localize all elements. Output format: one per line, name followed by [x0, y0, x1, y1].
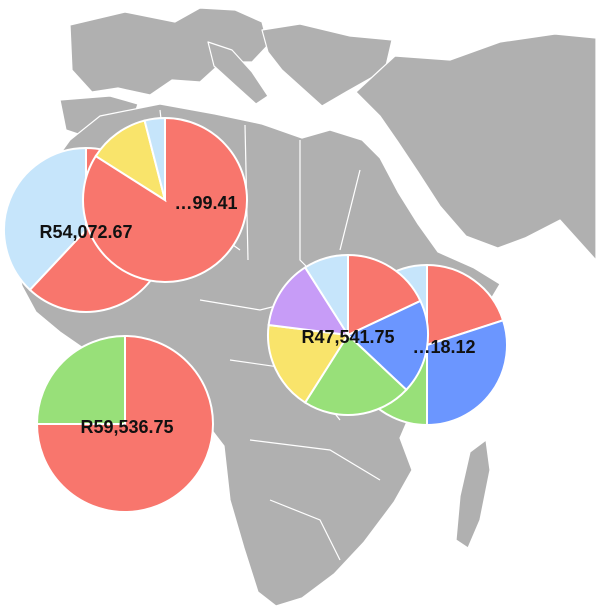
pie-0-slice-1: [3, 146, 87, 292]
pie-3-slice-2: [303, 333, 408, 416]
pie-1-slice-0: [82, 116, 248, 283]
middle-east-landmass: [355, 33, 597, 261]
balkans-landmass: [261, 23, 393, 107]
madagascar-landmass: [455, 439, 491, 549]
pie-4-label: …18.12: [412, 337, 475, 357]
pie-0-label: R54,072.67: [39, 222, 132, 242]
pie-2: [35, 334, 214, 513]
italy-landmass: [207, 41, 269, 105]
pie-3: [267, 253, 429, 416]
pie-1-slice-1: [94, 119, 167, 203]
pie-1: [82, 116, 248, 283]
pie-1-slice-2: [143, 116, 166, 201]
pie-3-slice-5: [303, 253, 349, 339]
pie-4-slice-0: [426, 263, 505, 347]
pie-4-slice-1: [426, 319, 508, 427]
pie-1-label: …99.41: [174, 193, 237, 213]
pie-3-slice-4: [267, 266, 350, 337]
pie-2-label: R59,536.75: [80, 417, 173, 437]
pie-3-label: R47,541.75: [301, 327, 394, 347]
pie-3-slice-3: [267, 323, 350, 404]
pie-3-slice-1: [346, 299, 429, 392]
pie-2-slice-1: [35, 334, 126, 425]
pie-3-slice-0: [347, 253, 422, 337]
